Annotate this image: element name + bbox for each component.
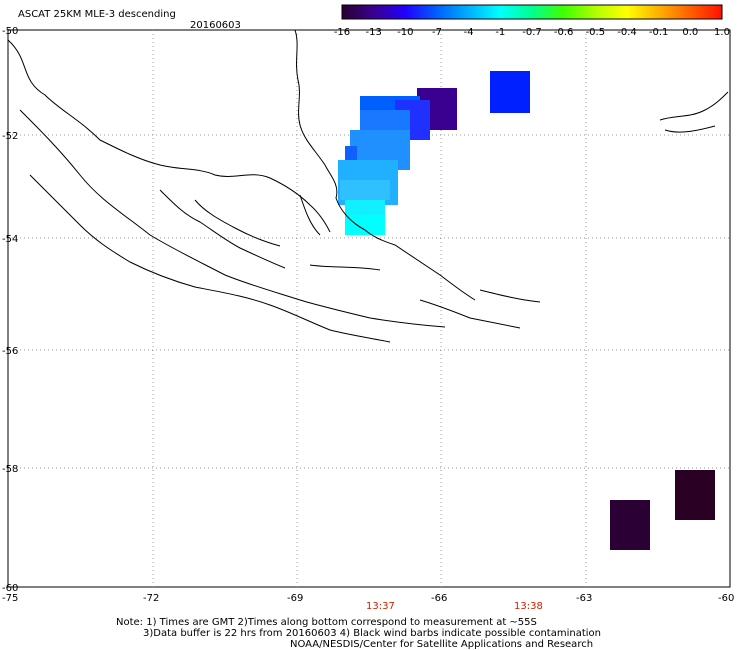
lon-tick-labels: -75 -72 -69 -66 -63 -60 xyxy=(2,593,734,604)
colorbar-tick-label: -7 xyxy=(432,27,442,38)
colorbar-tick-label: -1 xyxy=(495,27,505,38)
data-cells xyxy=(338,71,715,550)
map-title: ASCAT 25KM MLE-3 descending xyxy=(18,9,176,20)
time-label: 13:37 xyxy=(366,601,395,612)
lat-tick-label: -50 xyxy=(2,26,18,37)
colorbar-tick-label: 0.0 xyxy=(682,27,698,38)
lon-tick-label: -75 xyxy=(2,593,18,604)
colorbar-tick-label: -0.1 xyxy=(649,27,669,38)
colorbar-tick-label: -10 xyxy=(397,27,413,38)
colorbar-tick-label: -4 xyxy=(464,27,474,38)
lat-tick-label: -58 xyxy=(2,464,18,475)
lat-tick-labels: -50 -52 -54 -56 -58 -60 xyxy=(2,26,18,594)
coastline xyxy=(7,29,729,343)
time-label: 13:38 xyxy=(514,601,543,612)
colorbar-gradient xyxy=(341,4,723,20)
data-cell xyxy=(610,500,650,550)
note-line-2: 3)Data buffer is 22 hrs from 20160603 4)… xyxy=(143,628,601,639)
colorbar-tick-label: -0.5 xyxy=(586,27,606,38)
colorbar-tick-label: -16 xyxy=(334,27,350,38)
colorbar-tick-label: -0.4 xyxy=(617,27,637,38)
note-line-3: NOAA/NESDIS/Center for Satellite Applica… xyxy=(290,639,593,650)
lat-tick-label: -60 xyxy=(2,583,18,594)
map-date: 20160603 xyxy=(190,20,241,31)
lat-tick-label: -56 xyxy=(2,346,18,357)
data-cell xyxy=(675,470,715,520)
lon-tick-label: -72 xyxy=(143,593,159,604)
colorbar-tick-label: 1.0 xyxy=(714,27,730,38)
lat-tick-label: -54 xyxy=(2,234,18,245)
data-cell xyxy=(490,71,530,113)
lon-tick-label: -60 xyxy=(718,593,734,604)
lon-tick-label: -63 xyxy=(576,593,592,604)
grid-lines xyxy=(8,30,730,587)
colorbar: -16 -13 -10 -7 -4 -1 -0.7 -0.6 -0.5 -0.4 -0.1 0.0 1.… xyxy=(334,4,730,38)
note-line-1: Note: 1) Times are GMT 2)Times along bot… xyxy=(116,617,537,628)
data-cell xyxy=(345,215,385,235)
colorbar-tick-label: -0.7 xyxy=(522,27,542,38)
colorbar-tick-label: -13 xyxy=(365,27,381,38)
data-cell xyxy=(340,180,390,200)
lon-tick-label: -69 xyxy=(287,593,303,604)
lat-tick-label: -52 xyxy=(2,131,18,142)
lon-tick-label: -66 xyxy=(431,593,447,604)
colorbar-tick-label: -0.6 xyxy=(554,27,574,38)
